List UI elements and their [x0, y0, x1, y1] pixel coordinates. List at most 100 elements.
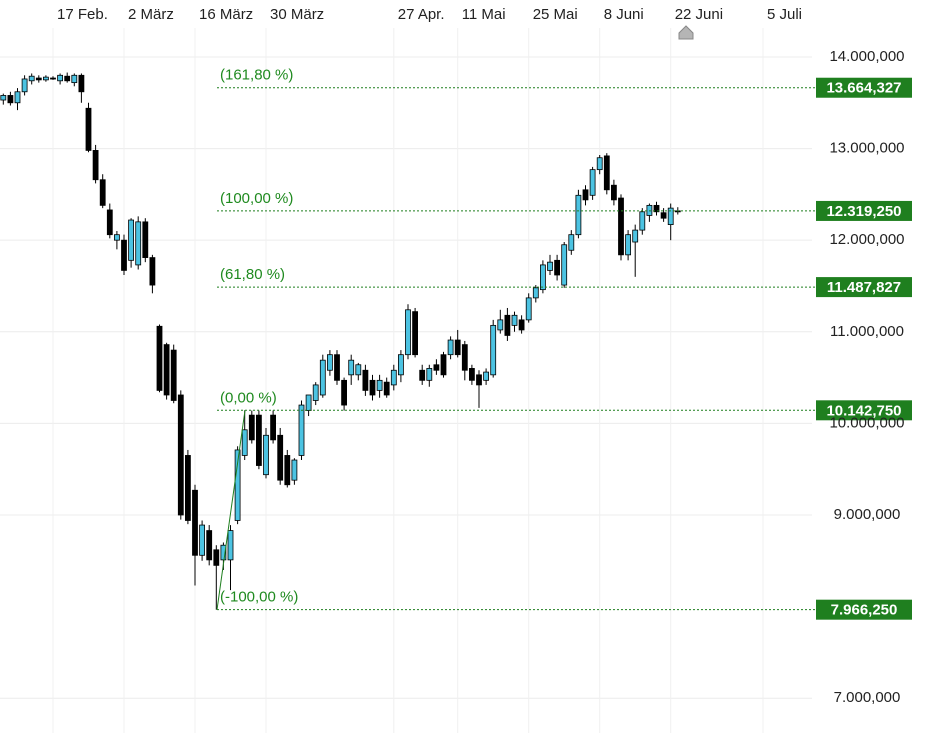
- candle-body: [234, 449, 241, 521]
- candle-body: [199, 524, 206, 556]
- candle-body: [454, 339, 461, 356]
- candle-body: [525, 297, 532, 321]
- candle-body: [490, 324, 497, 376]
- candle-body: [284, 455, 291, 486]
- x-tick-label: 27 Apr.: [398, 6, 445, 23]
- candle-body: [305, 394, 312, 411]
- fib-value-label: 10.142,750: [826, 402, 901, 419]
- fibonacci: (161,80 %) 13.664,327 (100,00 %) 12.319,250…: [216, 67, 912, 620]
- candle-body: [213, 549, 220, 566]
- candle-body: [206, 530, 213, 561]
- candle-body: [568, 234, 575, 251]
- candle-body: [298, 404, 305, 456]
- candle-body: [255, 414, 262, 466]
- candle-body: [596, 157, 603, 171]
- fib-level-label: (61,80 %): [220, 266, 285, 283]
- x-tick-label: 2 März: [128, 6, 174, 23]
- fib-level-label: (-100,00 %): [220, 589, 298, 606]
- candle-body: [248, 414, 255, 441]
- candle-body: [461, 344, 468, 371]
- candle-body: [405, 309, 411, 356]
- candle-body: [43, 76, 49, 81]
- candle-body: [511, 314, 518, 326]
- candle-body: [468, 368, 475, 381]
- candle-body: [355, 364, 362, 376]
- candle-body: [92, 150, 99, 181]
- current-date-marker: [678, 25, 694, 40]
- candle-body: [476, 374, 482, 386]
- x-tick-label: 30 März: [270, 6, 324, 23]
- y-tick-label: 7.000,000: [834, 689, 901, 706]
- candle-body: [632, 229, 639, 243]
- candle-body: [561, 244, 568, 286]
- candle-body: [312, 384, 319, 401]
- x-tick-label: 25 Mai: [533, 6, 578, 23]
- fib-value-box: [816, 599, 912, 620]
- fib-value-label: 13.664,327: [826, 80, 901, 97]
- candle-body: [277, 434, 284, 481]
- candles: [0, 72, 681, 610]
- candle-body: [156, 325, 163, 391]
- candle-body: [21, 78, 28, 93]
- candle-body: [71, 74, 78, 84]
- fib-level-label: (0,00 %): [220, 389, 277, 406]
- fib-level-label: (100,00 %): [220, 190, 293, 207]
- candle-body: [532, 287, 539, 299]
- fib-value-box: [816, 277, 912, 298]
- fib-value-box: [816, 200, 912, 221]
- candle-body: [390, 369, 397, 386]
- candle-body: [35, 77, 42, 81]
- fib-level-label: (161,80 %): [220, 67, 293, 84]
- candle-body: [142, 221, 149, 258]
- candle-body: [170, 349, 177, 401]
- x-tick-label: 5 Juli: [767, 6, 802, 23]
- candle-body: [57, 74, 63, 82]
- candle-body: [149, 257, 156, 286]
- axes: 7.000,000 9.000,000 10.000,000 11.000,000 12…: [57, 6, 905, 706]
- candle-body: [547, 261, 553, 271]
- y-tick-label: 9.000,000: [834, 506, 901, 523]
- candle-body: [326, 354, 333, 371]
- x-tick-label: 22 Juni: [675, 6, 723, 23]
- candle-body: [334, 354, 340, 381]
- candle-body: [64, 75, 71, 82]
- candle-body: [14, 91, 21, 104]
- fib-value-label: 7.966,250: [831, 602, 898, 619]
- candle-body: [653, 204, 660, 213]
- candle-body: [582, 189, 589, 201]
- y-tick-label: 13.000,000: [829, 140, 904, 157]
- candle-body: [163, 344, 170, 396]
- candle-body: [319, 359, 326, 396]
- candle-body: [128, 219, 135, 261]
- candle-body: [121, 239, 127, 271]
- y-tick-label: 10.000,000: [829, 414, 904, 431]
- candle-body: [241, 429, 248, 456]
- candle-body: [540, 264, 546, 291]
- x-tick-label: 11 Mai: [462, 6, 506, 23]
- candle-body: [114, 234, 120, 241]
- candle-body: [220, 544, 227, 561]
- candle-body: [376, 379, 383, 391]
- candle-body: [28, 75, 35, 82]
- y-tick-label: 11.000,000: [830, 323, 904, 340]
- candle-body: [263, 434, 269, 476]
- candle-body: [575, 194, 582, 236]
- candle-body: [639, 211, 646, 231]
- y-tick-label: 14.000,000: [829, 48, 904, 65]
- x-tick-label: 16 März: [199, 6, 253, 23]
- fib-trend-line: [216, 410, 246, 610]
- candle-body: [667, 207, 674, 226]
- candle-body: [426, 368, 433, 381]
- candle-body: [227, 530, 234, 561]
- grid: [0, 28, 812, 733]
- candle-body: [99, 179, 106, 206]
- candle-body: [419, 369, 426, 381]
- candle-body: [7, 95, 14, 104]
- candle-body: [554, 259, 560, 276]
- fib-value-box: [816, 77, 912, 98]
- candle-body: [177, 394, 184, 516]
- fib-value-label: 11.487,827: [827, 279, 901, 296]
- candle-body: [611, 184, 617, 201]
- candle-body: [369, 379, 376, 396]
